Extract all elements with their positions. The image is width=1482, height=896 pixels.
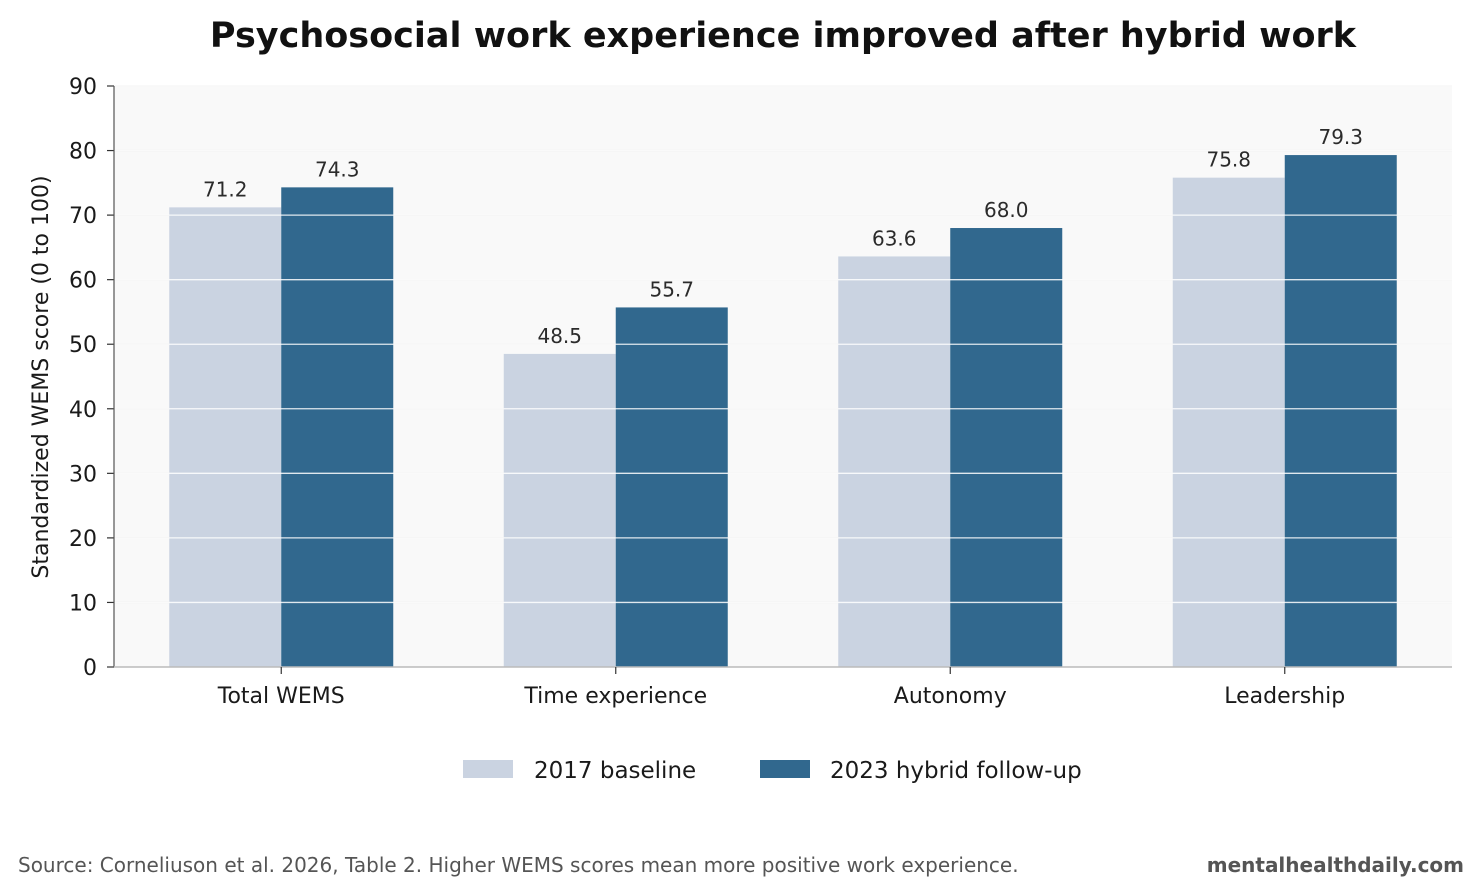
bar-value-label: 74.3 <box>315 157 360 181</box>
y-tick-label: 80 <box>69 140 97 165</box>
bar-value-label: 71.2 <box>203 177 248 201</box>
y-tick-label: 50 <box>69 333 97 358</box>
bar-value-label: 75.8 <box>1206 148 1251 172</box>
y-tick-label: 70 <box>69 204 97 229</box>
bar-value-label: 63.6 <box>872 226 917 250</box>
bar-baseline <box>838 256 951 667</box>
y-tick-label: 40 <box>69 398 97 423</box>
bar-value-label: 48.5 <box>537 324 582 348</box>
chart-title: Psychosocial work experience improved af… <box>210 16 1357 56</box>
bar-value-label: 55.7 <box>649 277 694 301</box>
y-tick-label: 90 <box>69 75 97 100</box>
x-tick-label: Total WEMS <box>217 684 345 709</box>
bar-baseline <box>503 353 616 667</box>
legend-label: 2023 hybrid follow-up <box>830 758 1082 784</box>
y-tick-label: 30 <box>69 462 97 487</box>
legend-swatch <box>463 760 513 778</box>
gridlines-over-bars <box>114 85 1452 604</box>
y-axis-label: Standardized WEMS score (0 to 100) <box>29 175 54 578</box>
y-tick-label: 60 <box>69 269 97 294</box>
bar-baseline <box>169 207 282 667</box>
x-tick-label: Leadership <box>1224 684 1345 709</box>
source-note: Source: Corneliuson et al. 2026, Table 2… <box>18 853 1019 877</box>
axes: 0 10 20 30 40 50 60 70 80 90 Total WEMS Time experi… <box>69 75 1452 709</box>
bars <box>169 155 1397 667</box>
legend-label: 2017 baseline <box>534 758 696 784</box>
data-labels: 71.2 74.3 48.5 55.7 63.6 68.0 75.8 79.3 <box>203 125 1363 348</box>
bar-followup <box>950 228 1063 667</box>
x-tick-label: Time experience <box>523 684 707 709</box>
bar-value-label: 68.0 <box>984 198 1029 222</box>
bar-followup <box>281 187 394 667</box>
bar-value-label: 79.3 <box>1318 125 1363 149</box>
x-tick-label: Autonomy <box>894 684 1007 709</box>
legend-swatch <box>760 760 810 778</box>
y-tick-label: 0 <box>83 656 97 681</box>
legend: 2017 baseline 2023 hybrid follow-up <box>463 758 1082 784</box>
brand-link[interactable]: mentalhealthdaily.com <box>1206 853 1464 877</box>
y-tick-label: 20 <box>69 527 97 552</box>
bar-followup <box>615 307 728 667</box>
bar-baseline <box>1172 177 1285 667</box>
bar-followup <box>1284 155 1397 667</box>
y-tick-label: 10 <box>69 591 97 616</box>
